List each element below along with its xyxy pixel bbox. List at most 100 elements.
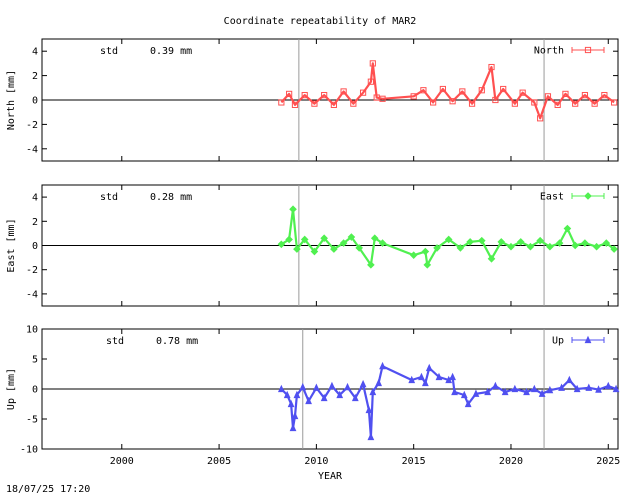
xtick-label: 2000: [110, 456, 134, 467]
up-data-point: [336, 390, 344, 399]
north-data-point: [581, 92, 589, 99]
up-data-point: [287, 399, 295, 408]
up-data-point: [367, 432, 375, 441]
up-series-line: [280, 365, 617, 439]
up-data-point: [365, 405, 373, 414]
north-data-point: [511, 100, 518, 107]
east-data-point: [516, 238, 525, 246]
north-legend-label: North: [534, 46, 564, 57]
east-data-point: [367, 261, 375, 269]
up-data-point: [449, 372, 456, 381]
up-ytick-label: -5: [26, 415, 38, 426]
up-ytick-label: 5: [32, 355, 38, 366]
north-data-point: [449, 98, 456, 105]
east-y-axis-label: East [mm]: [6, 218, 17, 272]
up-data-point: [435, 372, 443, 381]
north-data-point: [286, 90, 293, 98]
north-data-point: [420, 87, 427, 94]
north-data-point: [500, 85, 507, 93]
up-data-point: [369, 387, 377, 396]
north-data-point: [430, 99, 437, 106]
north-ytick-label: -4: [26, 144, 38, 155]
up-data-point: [359, 379, 367, 388]
east-data-point: [293, 245, 301, 253]
north-data-point: [321, 92, 328, 99]
north-data-point: [601, 92, 608, 99]
east-data-point: [289, 205, 297, 214]
east-data-point: [555, 239, 564, 247]
up-data-point: [538, 389, 546, 397]
up-data-point: [565, 375, 573, 384]
north-data-point: [379, 95, 386, 102]
north-ytick-label: 0: [32, 96, 38, 107]
east-data-point: [423, 261, 432, 269]
east-ytick-label: 4: [32, 193, 38, 204]
north-y-axis-label: North [mm]: [6, 70, 17, 130]
north-data-point: [369, 60, 376, 67]
x-axis-label: YEAR: [318, 471, 343, 482]
up-data-point: [289, 423, 297, 432]
north-data-point: [373, 94, 380, 101]
up-data-point: [484, 387, 491, 396]
up-data-point: [379, 361, 386, 370]
north-data-point: [554, 101, 561, 108]
north-data-point: [572, 100, 579, 107]
east-data-point: [339, 239, 348, 247]
east-ytick-label: 2: [32, 217, 38, 228]
north-std-value: 0.39 mm: [150, 46, 192, 57]
north-data-point: [468, 100, 476, 107]
chart-title: Coordinate repeatability of MAR2: [223, 16, 417, 27]
up-panel: -10 -5 0 5 10 2000 2005 2010 2015 2020 2025 YEAR Up …: [6, 325, 620, 483]
north-data-point: [562, 90, 569, 98]
timestamp: 18/07/25 17:20: [6, 484, 91, 495]
east-ytick-label: -2: [26, 265, 38, 276]
east-data-point: [497, 238, 506, 246]
north-data-point: [291, 101, 299, 108]
up-data-point: [573, 384, 581, 393]
up-data-point: [460, 390, 468, 399]
east-data-point: [300, 235, 309, 244]
north-data-point: [439, 85, 446, 93]
north-data-point: [492, 96, 499, 104]
east-data-point: [347, 233, 356, 241]
east-ytick-label: -4: [26, 289, 38, 300]
east-data-point: [285, 235, 293, 244]
east-data-point: [563, 224, 572, 233]
up-data-point: [305, 396, 312, 405]
up-data-point: [375, 378, 383, 387]
north-data-point: [544, 93, 552, 100]
up-data-point: [344, 382, 351, 391]
north-data-point: [330, 101, 337, 108]
east-panel: -4 -2 0 2 4 East [mm] std 0.28 mm East: [6, 184, 619, 307]
up-y-axis-label: Up [mm]: [6, 368, 17, 410]
up-data-point: [351, 393, 359, 402]
north-panel: -4 -2 0 2 4 North [mm] std 0.39 mm North: [6, 38, 619, 162]
east-data-point: [592, 242, 601, 251]
east-data-point: [477, 236, 486, 245]
east-data-point: [581, 239, 589, 247]
up-data-point: [523, 387, 530, 396]
north-data-point: [367, 78, 374, 85]
north-data-point: [537, 115, 544, 122]
north-data-point: [410, 93, 417, 100]
north-std-label: std: [100, 46, 118, 57]
north-ytick-label: -2: [26, 120, 38, 131]
up-ytick-label: 10: [26, 325, 38, 336]
up-data-point: [558, 383, 565, 391]
up-data-point: [299, 382, 307, 391]
up-data-point: [320, 393, 328, 402]
up-data-point: [604, 381, 612, 390]
east-data-point: [487, 255, 496, 263]
xtick-label: 2010: [304, 456, 328, 467]
north-data-point: [591, 100, 598, 107]
up-data-point: [472, 389, 480, 397]
up-ytick-label: -10: [20, 445, 38, 456]
east-legend-marker: [584, 192, 592, 200]
north-ytick-label: 4: [32, 47, 38, 58]
xtick-label: 2025: [596, 456, 620, 467]
up-data-point: [492, 381, 499, 390]
up-std-label: std: [106, 336, 124, 347]
north-data-point: [340, 88, 347, 95]
east-data-point: [466, 238, 474, 246]
